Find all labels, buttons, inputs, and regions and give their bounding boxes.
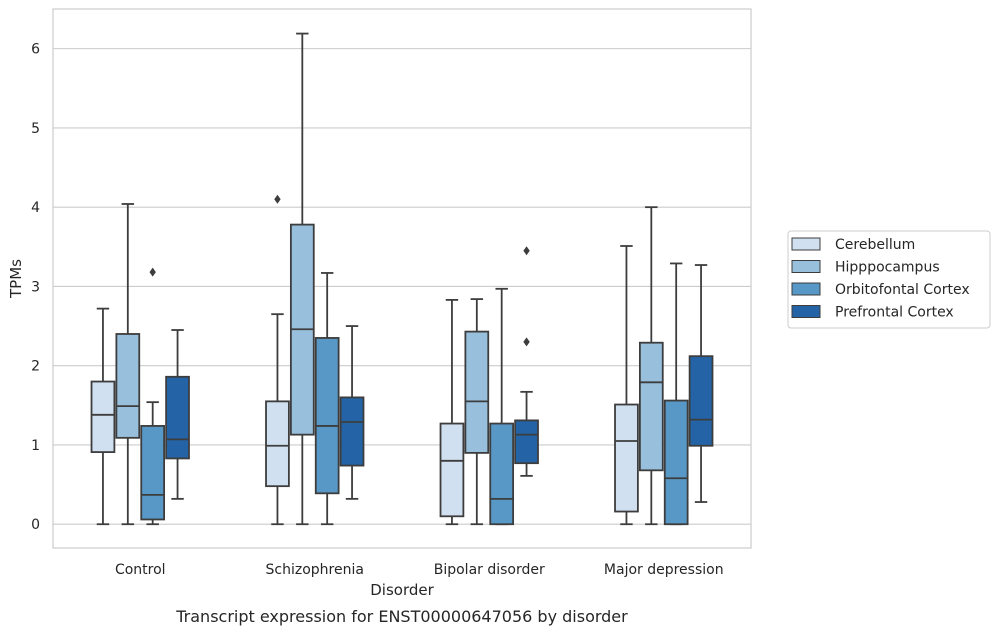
outlier-point: [523, 337, 530, 347]
legend-entry: Hipppocampus: [835, 260, 940, 276]
x-axis-ticks: Control Schizophrenia Bipolar disorder Majo…: [115, 562, 724, 578]
box-3-0: [165, 329, 190, 500]
legend-swatch: [791, 305, 821, 318]
y-tick-label: 3: [31, 279, 40, 295]
legend-swatch: [791, 260, 821, 273]
box-iqr: [439, 422, 465, 518]
legend-entry: Cerebellum: [835, 237, 915, 253]
legend-swatch: [791, 282, 821, 296]
box-1-2: [464, 298, 490, 526]
box-1-0: [115, 203, 141, 526]
box-0-3: [614, 245, 639, 526]
y-tick-label: 4: [31, 200, 40, 216]
legend-swatch: [791, 237, 821, 251]
legend-box: [787, 230, 991, 329]
box-2-3: [663, 262, 689, 526]
box-iqr: [265, 400, 290, 488]
y-axis-label: TPMs: [7, 259, 25, 299]
box-iqr: [688, 355, 714, 447]
x-tick-label: Control: [115, 562, 166, 578]
outlier-point: [274, 194, 281, 204]
y-tick-label: 5: [31, 121, 40, 137]
x-tick-label: Bipolar disorder: [434, 562, 545, 578]
box-iqr: [115, 333, 141, 439]
box-1-1: [289, 32, 315, 526]
box-3-3: [688, 264, 714, 503]
box-iqr: [165, 375, 190, 460]
y-tick-label: 1: [31, 438, 40, 454]
box-plot-area: [90, 32, 714, 526]
box-iqr: [614, 403, 639, 513]
box-iqr: [339, 396, 365, 467]
x-tick-label: Major depression: [604, 562, 724, 578]
box-1-3: [638, 206, 664, 526]
y-tick-label: 2: [31, 359, 40, 375]
box-iqr: [90, 380, 116, 453]
outlier-point: [523, 246, 530, 256]
box-3-2: [514, 246, 539, 477]
x-axis-label: Disorder: [370, 581, 434, 599]
box-iqr: [140, 425, 166, 521]
box-3-1: [339, 325, 365, 500]
y-tick-label: 6: [31, 42, 40, 58]
box-2-2: [489, 287, 515, 526]
outlier-point: [149, 267, 156, 277]
box-iqr: [464, 330, 490, 454]
box-iqr: [638, 341, 664, 472]
legend-entry: Orbitofontal Cortex: [835, 282, 970, 298]
box-iqr: [314, 337, 340, 495]
box-2-0: [140, 267, 166, 526]
y-axis-ticks: 0 1 2 3 4 5 6: [31, 42, 40, 534]
legend-entry: Prefrontal Cortex: [835, 305, 954, 321]
plot-frame: [52, 8, 752, 549]
box-0-1: [265, 194, 290, 526]
chart-caption: Transcript expression for ENST0000064705…: [175, 607, 628, 626]
box-iqr: [663, 399, 689, 526]
y-tick-label: 0: [31, 517, 40, 533]
x-tick-label: Schizophrenia: [266, 562, 364, 578]
box-0-2: [439, 299, 465, 526]
box-iqr: [489, 422, 515, 526]
legend: Cerebellum Hipppocampus Orbitofontal Corte…: [787, 230, 991, 329]
box-2-1: [314, 272, 340, 526]
box-0-0: [90, 307, 116, 526]
box-iqr: [514, 419, 539, 465]
